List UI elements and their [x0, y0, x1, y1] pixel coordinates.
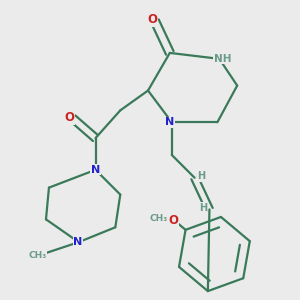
Text: CH₃: CH₃	[28, 251, 47, 260]
Text: N: N	[91, 165, 100, 175]
Text: O: O	[147, 13, 157, 26]
Text: NH: NH	[214, 54, 231, 64]
Text: CH₃: CH₃	[149, 214, 168, 223]
Text: O: O	[65, 111, 75, 124]
Text: N: N	[165, 117, 174, 127]
Text: O: O	[169, 214, 178, 227]
Text: H: H	[199, 203, 207, 213]
Text: H: H	[197, 171, 205, 181]
Text: N: N	[73, 237, 83, 247]
